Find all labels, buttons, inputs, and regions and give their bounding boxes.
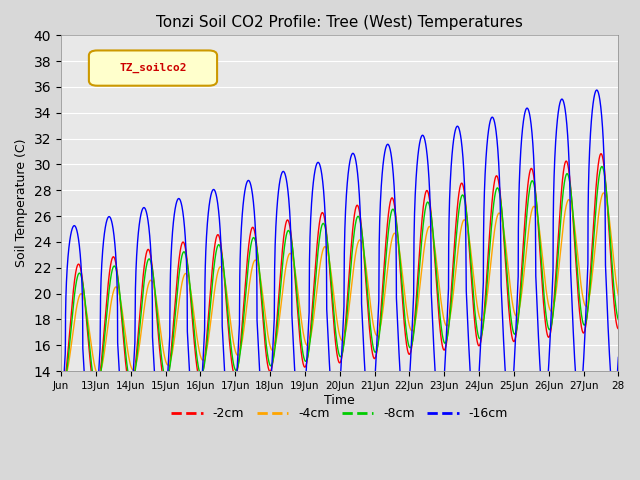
-8cm <box>614 317 622 323</box>
-16cm <box>88 444 95 450</box>
Line: -4cm: -4cm <box>61 193 618 380</box>
-2cm <box>460 188 468 194</box>
-4cm <box>57 373 65 379</box>
-16cm <box>609 390 616 396</box>
-16cm <box>614 355 622 360</box>
-2cm <box>172 299 179 305</box>
-4cm <box>529 204 537 210</box>
Line: -2cm: -2cm <box>61 154 618 397</box>
Y-axis label: Soil Temperature (C): Soil Temperature (C) <box>15 139 28 267</box>
Title: Tonzi Soil CO2 Profile: Tree (West) Temperatures: Tonzi Soil CO2 Profile: Tree (West) Temp… <box>156 15 523 30</box>
-4cm <box>600 190 607 196</box>
FancyBboxPatch shape <box>89 50 217 86</box>
-16cm <box>412 192 419 197</box>
-4cm <box>609 246 616 252</box>
-16cm <box>172 205 179 211</box>
-2cm <box>609 278 616 284</box>
-4cm <box>614 293 622 299</box>
-8cm <box>412 317 419 323</box>
-2cm <box>57 394 65 400</box>
-16cm <box>496 189 504 195</box>
-4cm <box>60 377 67 383</box>
-2cm <box>496 186 504 192</box>
-8cm <box>57 389 65 395</box>
-2cm <box>597 151 605 156</box>
-4cm <box>172 329 179 335</box>
-4cm <box>461 217 468 223</box>
-16cm <box>461 178 468 184</box>
-8cm <box>598 164 605 169</box>
-16cm <box>529 149 537 155</box>
-2cm <box>412 312 419 318</box>
-2cm <box>529 170 537 176</box>
-8cm <box>496 192 504 198</box>
-4cm <box>496 211 504 216</box>
Text: TZ_soilco2: TZ_soilco2 <box>119 63 187 73</box>
-2cm <box>614 326 622 332</box>
-8cm <box>529 180 537 185</box>
-8cm <box>461 196 468 202</box>
-4cm <box>412 319 419 325</box>
-8cm <box>58 390 66 396</box>
-16cm <box>593 87 600 93</box>
Line: -8cm: -8cm <box>61 167 618 393</box>
X-axis label: Time: Time <box>324 394 355 407</box>
-16cm <box>57 418 65 424</box>
-8cm <box>172 311 179 316</box>
Line: -16cm: -16cm <box>61 90 618 447</box>
-8cm <box>609 267 616 273</box>
Legend: -2cm, -4cm, -8cm, -16cm: -2cm, -4cm, -8cm, -16cm <box>166 402 513 425</box>
